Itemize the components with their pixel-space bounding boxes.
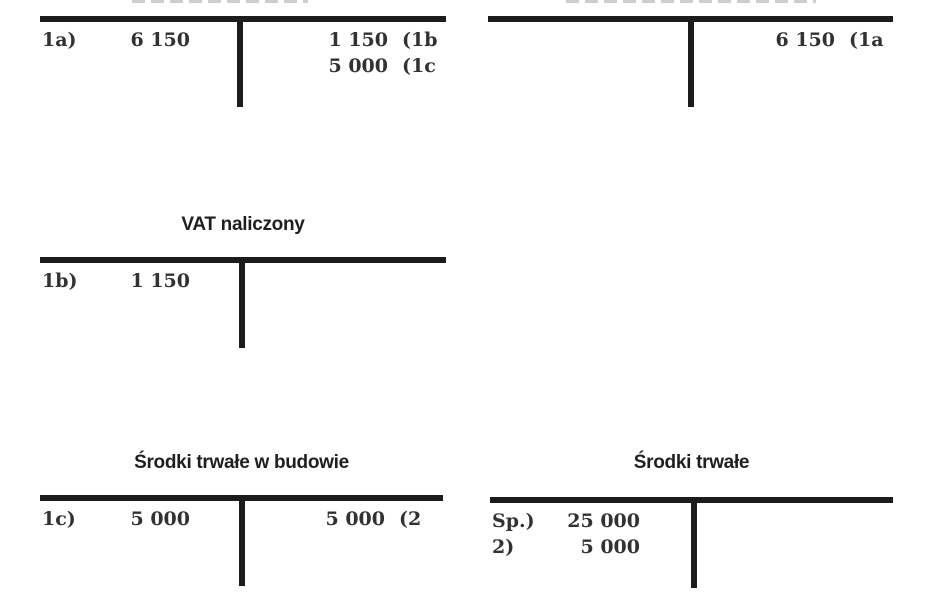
- debit-entry-row: 2) 5 000: [492, 534, 640, 560]
- entry-label: Sp.): [492, 510, 535, 532]
- entry-amount: 5 000: [325, 508, 386, 530]
- entry-ref: (1a: [849, 29, 884, 51]
- entry-amount: 1 150: [130, 270, 191, 292]
- entry-amount: 6 150: [775, 29, 836, 51]
- t-account-divider: [239, 495, 245, 586]
- debit-side: 1b) 1 150: [42, 268, 190, 294]
- debit-entry-row: 1a) 6 150: [42, 27, 190, 53]
- t-account-divider: [237, 16, 243, 107]
- debit-side: Sp.) 25 000 2) 5 000: [492, 508, 640, 560]
- credit-side: 1 150 (1b 5 000 (1c: [247, 27, 444, 79]
- credit-entry-row: 6 150 (1a: [698, 27, 891, 53]
- debit-entry-row: Sp.) 25 000: [492, 508, 640, 534]
- entry-ref: (1b: [402, 29, 438, 51]
- t-account-srodki-trwale: Środki trwałe Sp.) 25 000 2) 5 000: [490, 451, 893, 591]
- debit-side: 1a) 6 150: [42, 27, 190, 53]
- entry-amount: 5 000: [328, 55, 389, 77]
- entry-amount: 6 150: [130, 29, 191, 51]
- t-account-divider: [691, 497, 697, 588]
- account-title: VAT naliczony: [181, 214, 305, 235]
- credit-side: 6 150 (1a: [698, 27, 891, 53]
- credit-side: 5 000 (2: [249, 506, 441, 532]
- credit-entry-row: 1 150 (1b: [247, 27, 444, 53]
- t-account-top-right: 6 150 (1a: [488, 0, 893, 110]
- entry-label: 1b): [42, 270, 78, 292]
- credit-entry-row: 5 000 (1c: [247, 53, 444, 79]
- debit-entry-row: 1c) 5 000: [42, 506, 190, 532]
- credit-entry-row: 5 000 (2: [249, 506, 441, 532]
- entry-label: 1a): [42, 29, 77, 51]
- account-title: Środki trwałe: [633, 452, 750, 473]
- t-account-divider: [239, 257, 245, 348]
- t-account-srodki-trwale-w-budowie: Środki trwałe w budowie 1c) 5 000 5 000 (2: [40, 451, 443, 591]
- cropped-title-fragment: [132, 0, 308, 3]
- entry-amount: 5 000: [580, 536, 641, 558]
- t-account-vat-naliczony: VAT naliczony 1b) 1 150: [40, 213, 446, 353]
- entry-amount: 5 000: [130, 508, 191, 530]
- entry-ref: (2: [399, 508, 422, 530]
- entry-label: 2): [492, 536, 515, 558]
- entry-amount: 25 000: [567, 510, 640, 532]
- entry-label: 1c): [42, 508, 76, 530]
- entry-ref: (1c: [402, 55, 436, 77]
- t-account-divider: [688, 16, 694, 107]
- debit-side: 1c) 5 000: [42, 506, 190, 532]
- account-title: Środki trwałe w budowie: [134, 452, 349, 473]
- entry-amount: 1 150: [328, 29, 389, 51]
- t-account-top-left: 1a) 6 150 1 150 (1b 5 000 (1c: [40, 0, 446, 110]
- debit-entry-row: 1b) 1 150: [42, 268, 190, 294]
- t-account-top-rule: [40, 16, 446, 22]
- cropped-title-fragment: [566, 0, 816, 3]
